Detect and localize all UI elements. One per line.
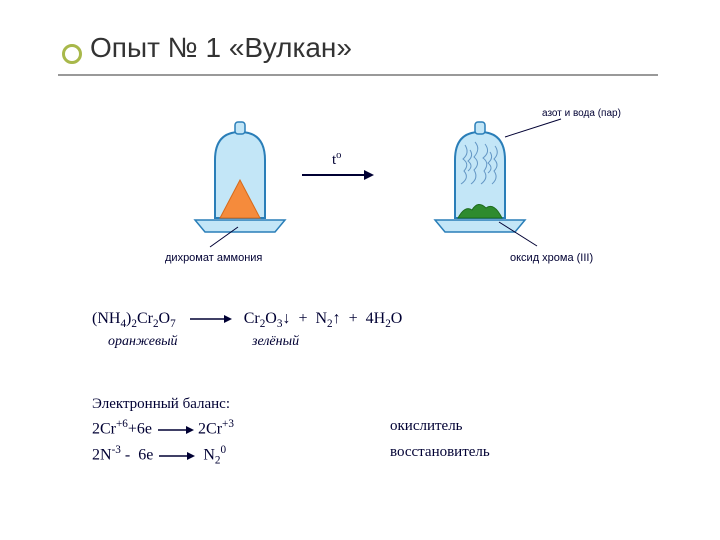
callout-right: [495, 218, 555, 253]
label-nitrogen-water: азот и вода (пар): [542, 108, 621, 119]
bell-jar-left: [180, 110, 300, 240]
label-dichromate: дихромат аммония: [165, 252, 262, 264]
title-underline: [58, 74, 658, 76]
balance-row-1: 2Cr+6+6e 2Cr+3: [92, 418, 234, 438]
temperature-label: to: [332, 150, 341, 169]
page-title: Опыт № 1 «Вулкан»: [90, 32, 352, 64]
label-oxidizer: окислитель: [390, 418, 463, 435]
title-bullet: [62, 44, 82, 64]
equation: (NH4)2Cr2O7 Cr2O3↓ + N2↑ + 4H2O: [92, 310, 402, 330]
callout-left: [200, 225, 250, 255]
balance-title: Электронный баланс:: [92, 396, 230, 413]
label-reducer: восстановитель: [390, 444, 490, 461]
callout-top-right: [503, 115, 573, 143]
label-green: зелёный: [252, 334, 299, 350]
label-chromium-oxide: оксид хрома (III): [510, 252, 593, 264]
label-orange: оранжевый: [108, 334, 178, 350]
balance-row-2: 2N-3 - 6e N20: [92, 444, 226, 467]
